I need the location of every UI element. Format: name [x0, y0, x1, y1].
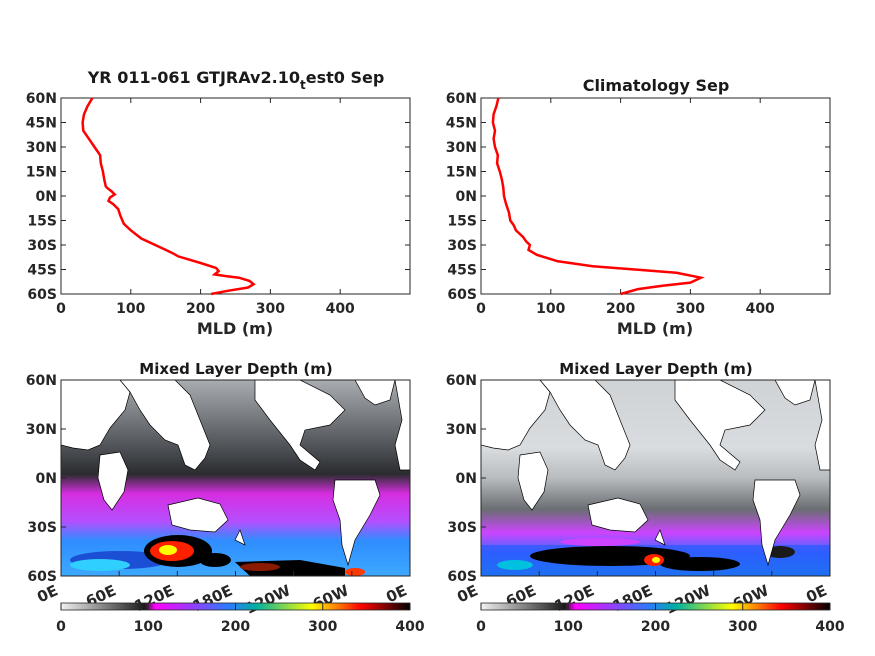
y-tick-label: 30N	[446, 140, 477, 156]
y-tick-label: 0N	[456, 471, 477, 487]
mld-map-model: Mixed Layer Depth (m) 60N 30N 0N	[26, 360, 425, 635]
x-tick-label: 120W	[662, 581, 713, 618]
y-tick-label: 45S	[27, 263, 57, 279]
y-tick-label: 0N	[36, 471, 57, 487]
x-ticks: 0E 60E 120E 180E 120W 60W 0E	[34, 571, 411, 618]
y-tick-label: 0N	[456, 189, 477, 205]
y-tick-label: 15N	[446, 165, 477, 181]
y-tick-label: 30S	[27, 520, 57, 536]
y-tick-label: 30S	[447, 238, 477, 254]
asia-land	[119, 379, 211, 471]
colorbar-tick-label: 400	[815, 619, 844, 635]
y-tick-label: 0N	[36, 189, 57, 205]
y-tick-label: 60N	[446, 91, 477, 107]
africa-south-land	[517, 451, 549, 511]
africa-south-land	[97, 451, 129, 511]
y-tick-label: 60S	[27, 569, 57, 585]
y-tick-label: 45S	[447, 263, 477, 279]
x-tick-label: 200	[606, 301, 635, 317]
profile-panel-model: YR 011-061 GTJRAv2.10test0 Sep 60N 45N 30N…	[26, 68, 411, 338]
x-ticks: 0 100 200 300 400	[476, 98, 775, 317]
y-tick-label: 45N	[446, 116, 477, 132]
x-axis-label: MLD (m)	[617, 319, 693, 338]
land-masses	[480, 379, 831, 567]
mld-profile-line	[81, 97, 256, 296]
chart-title: Climatology Sep	[583, 76, 730, 95]
x-axis-label: MLD (m)	[197, 319, 273, 338]
y-tick-label: 15N	[26, 165, 57, 181]
colorbar-tick-label: 300	[728, 619, 757, 635]
y-tick-label: 60N	[446, 373, 477, 389]
y-ticks: 60N 30N 0N 30S 60S	[26, 373, 66, 585]
colorbar-tick-label: 200	[641, 619, 670, 635]
colorbar-tick-label: 0	[476, 619, 486, 635]
y-tick-label: 30S	[447, 520, 477, 536]
south-america-land	[332, 479, 381, 567]
x-tick-label: 200	[186, 301, 215, 317]
colorbar-ticks: 0 100 200 300 400	[476, 603, 845, 635]
y-tick-label: 30N	[26, 422, 57, 438]
south-america-land	[752, 479, 801, 567]
plot-area	[60, 97, 411, 295]
colorbar-tick-label: 100	[134, 619, 163, 635]
asia-land	[539, 379, 631, 471]
colorbar-tick-label: 400	[395, 619, 424, 635]
north-america-land	[254, 379, 346, 471]
x-tick-label: 100	[116, 301, 145, 317]
x-tick-label: 0E	[34, 581, 60, 606]
colorbar-tick-label: 200	[221, 619, 250, 635]
x-tick-label: 400	[326, 301, 355, 317]
y-tick-label: 15S	[447, 214, 477, 230]
mld-profile-line	[491, 97, 705, 296]
x-tick-label: 400	[746, 301, 775, 317]
mld-map-climatology: Mixed Layer Depth (m) 60N 30N 0N 30S 60S 0E 6…	[446, 360, 845, 635]
y-tick-label: 60S	[27, 287, 57, 303]
map-title: Mixed Layer Depth (m)	[559, 360, 752, 378]
y-tick-label: 30N	[26, 140, 57, 156]
y-tick-label: 15S	[27, 214, 57, 230]
colorbar-tick-label: 0	[56, 619, 66, 635]
colorbar-ticks: 0 100 200 300 400	[56, 603, 425, 635]
x-tick-label: 0	[56, 301, 66, 317]
y-tick-label: 60S	[447, 287, 477, 303]
y-tick-label: 60S	[447, 569, 477, 585]
southern-ocean-deep-mld	[481, 538, 830, 576]
x-tick-label: 0E	[454, 581, 480, 606]
map-title: Mixed Layer Depth (m)	[139, 360, 332, 378]
new-zealand-land	[654, 529, 666, 546]
north-america-land	[674, 379, 766, 471]
new-zealand-land	[234, 529, 246, 546]
x-tick-label: 300	[256, 301, 285, 317]
y-tick-label: 45N	[26, 116, 57, 132]
y-tick-label: 30S	[27, 238, 57, 254]
y-ticks: 60N 30N 0N 30S 60S	[446, 373, 486, 585]
plot-area	[480, 97, 831, 295]
y-ticks: 60N 45N 30N 15N 0N 15S 30S 45S 60S	[446, 91, 830, 303]
australia-land	[167, 497, 229, 533]
x-ticks: 0E 60E 120E 180E 120W 60W 0E	[454, 571, 831, 618]
x-tick-label: 120W	[242, 581, 293, 618]
colorbar-tick-label: 300	[308, 619, 337, 635]
profile-panel-climatology: Climatology Sep 60N45N30N15N0N15S30S45S6…	[446, 76, 831, 338]
x-tick-label: 300	[676, 301, 705, 317]
y-ticks: 60N 45N 30N 15N 0N 15S 30S 45S 60S	[26, 91, 410, 303]
y-tick-label: 30N	[446, 422, 477, 438]
chart-title: YR 011-061 GTJRAv2.10test0 Sep	[87, 68, 385, 92]
southern-ocean-deep-mld	[70, 535, 365, 576]
y-tick-label: 60N	[26, 91, 57, 107]
colorbar-tick-label: 100	[554, 619, 583, 635]
x-tick-label: 100	[536, 301, 565, 317]
australia-land	[587, 497, 649, 533]
x-ticks: 0 100 200 300 400	[56, 98, 355, 317]
land-masses	[60, 379, 411, 567]
y-tick-label: 60N	[26, 373, 57, 389]
x-tick-label: 0	[476, 301, 486, 317]
